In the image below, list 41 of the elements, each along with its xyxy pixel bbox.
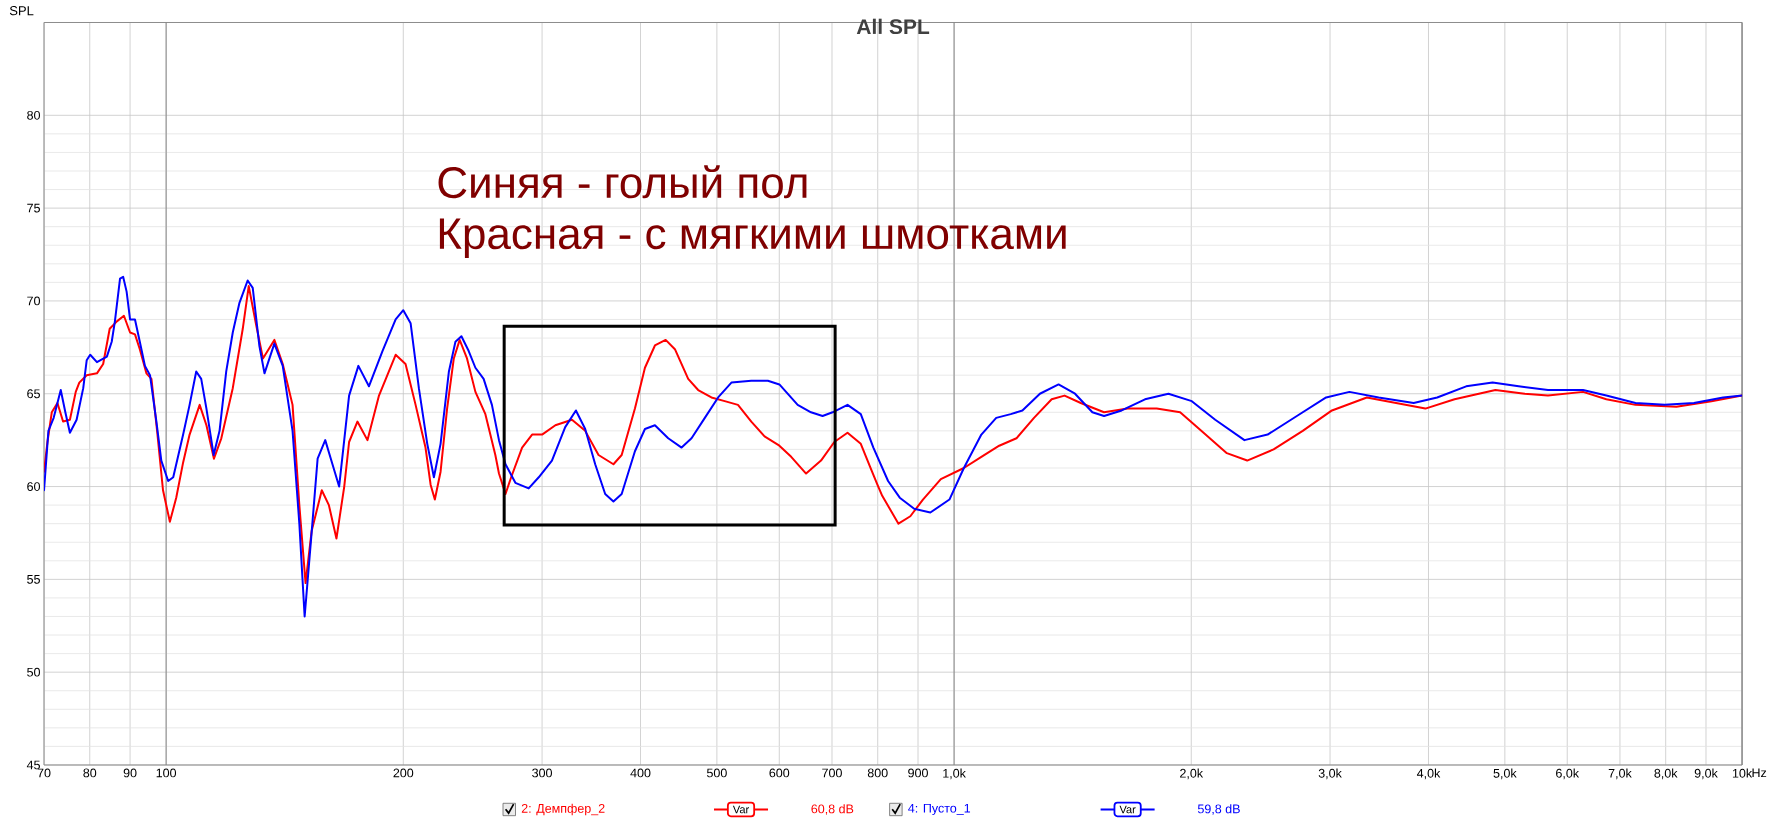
annotation: Красная - с мягкими шмотками — [439, 218, 1066, 258]
x-tick-label: 6,0k — [1556, 768, 1580, 780]
x-tick-label: 1,0k — [943, 768, 966, 780]
x-axis-title: Hz — [1752, 768, 1767, 778]
x-tick-label: 9,0k — [1694, 768, 1718, 780]
x-tick-label: 300 — [532, 768, 553, 778]
x-tick-label: 5,0k — [1493, 768, 1517, 780]
chart-title: All SPL — [856, 18, 930, 35]
text: 2: Демпфер_2 — [521, 803, 605, 816]
y-tick-label: 65 — [27, 389, 40, 399]
x-tick-label: 70 — [37, 768, 51, 778]
x-tick-label: 200 — [393, 768, 414, 778]
text: 60,8 dB — [811, 804, 854, 815]
text: Var — [1119, 805, 1136, 814]
x-tick-label: 500 — [706, 768, 727, 778]
x-tick-label: 10k — [1732, 768, 1753, 778]
x-tick-label: 400 — [630, 768, 651, 778]
x-tick-label: 800 — [867, 768, 888, 778]
annotation: Синяя - голый пол — [438, 165, 807, 199]
text: 59,8 dB — [1197, 804, 1240, 815]
y-axis-title: SPL — [9, 6, 34, 16]
y-tick-label: 45 — [26, 760, 40, 770]
text: 4: Пусто_1 — [908, 803, 971, 816]
y-tick-label: 60 — [27, 482, 41, 491]
x-tick-label: 700 — [822, 768, 842, 778]
x-tick-label: 80 — [83, 768, 97, 778]
y-tick-label: 55 — [27, 575, 40, 584]
x-tick-label: 100 — [156, 768, 177, 778]
x-tick-label: 2,0k — [1180, 768, 1204, 780]
y-tick-label: 75 — [27, 203, 40, 213]
x-tick-label: 90 — [123, 768, 137, 778]
y-tick-label: 70 — [27, 296, 41, 306]
x-tick-label: 8,0k — [1654, 768, 1678, 780]
x-tick-label: 600 — [769, 768, 790, 778]
x-tick-label: 900 — [908, 768, 928, 778]
y-tick-label: 50 — [27, 667, 41, 677]
x-tick-label: 3,0k — [1318, 768, 1342, 780]
y-tick-label: 80 — [27, 110, 41, 120]
x-tick-label: 4,0k — [1416, 768, 1441, 780]
text: Var — [732, 805, 749, 814]
x-tick-label: 7,0k — [1608, 768, 1632, 780]
